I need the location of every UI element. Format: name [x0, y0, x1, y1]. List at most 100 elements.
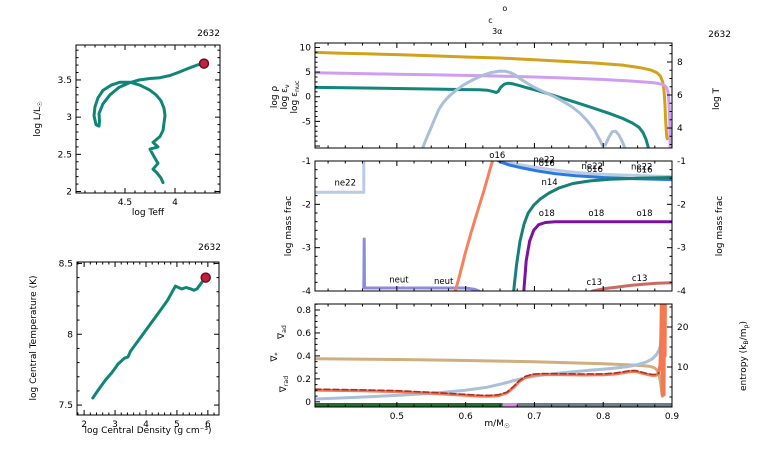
burn-zone-label: 3α [492, 27, 502, 36]
y-tick-label: -5 [302, 117, 311, 127]
isotope-label-o16: o16 [539, 159, 555, 169]
series-central-conditions-track [91, 276, 208, 400]
y-axis-label-part: ∇* [270, 352, 281, 362]
y-axis-label: log L/L☉ [33, 101, 44, 137]
y-axis-label: log mass frac [284, 196, 294, 256]
x-tick-label: 4.5 [118, 198, 132, 208]
y-tick-label: 0.8 [297, 306, 312, 316]
y-axis-label-right: log T [712, 87, 722, 110]
y-tick-label: 3 [66, 113, 72, 123]
profile-gradient-panel: 0.5 0.6 0.7 0.8 0.9 0 0.2 0.4 0.6 0.8 10 20 m/M☉ ∇ad ∇… [270, 303, 750, 430]
y-axis-label-part: log εnuc [290, 80, 301, 113]
series-grad-star [315, 369, 660, 397]
model-number-label: 2632 [198, 243, 221, 253]
y-tick-label: 8.5 [59, 259, 73, 269]
y-tick-label: -3 [302, 244, 311, 254]
model-number-label: 2632 [197, 29, 220, 39]
series-log-eps-nu [315, 81, 650, 148]
hr-diagram-panel: 4.5 4 2 2.5 3 3.5 log Teff log L/L☉ 2632 [33, 29, 221, 218]
zone-boundary-violet [502, 403, 518, 407]
x-tick-label: 5 [174, 420, 180, 430]
x-tick-label: 4 [143, 420, 149, 430]
y-tick-label-right: -3 [677, 244, 686, 254]
y-right-tick-label: 20 [677, 323, 689, 333]
profile-abundance-panel: -1 -1 -2 -2 -3 -3 -4 -4 log mass frac log mass fr… [284, 151, 725, 297]
y-tick-label-right: -2 [677, 200, 686, 210]
x-tick-label: 4 [172, 198, 178, 208]
isotope-label-o18: o18 [588, 209, 604, 219]
y-tick-label: 0 [305, 93, 311, 103]
y-tick-label: 0.6 [297, 329, 312, 339]
isotope-label-neut: neut [434, 277, 454, 287]
isotope-label-ne22: ne22 [335, 178, 356, 188]
y-right-tick-label: 4 [677, 124, 683, 134]
isotope-label-o18: o18 [539, 209, 555, 219]
x-tick-label: 6 [205, 420, 211, 430]
current-model-marker [198, 58, 210, 69]
model-number-label: 2632 [708, 30, 731, 40]
isotope-label-o18: o18 [636, 209, 652, 219]
y-tick-label: 10 [300, 43, 312, 53]
x-axis-label: log Central Density (g cm⁻³) [85, 426, 212, 436]
series-group [91, 276, 208, 400]
y-tick-label: 0.2 [297, 375, 311, 385]
isotope-label-ne22: ne22 [533, 156, 554, 166]
isotope-label-c13: c13 [587, 278, 603, 288]
x-axis-label: m/M☉ [484, 419, 510, 430]
y-tick-label: 3.5 [58, 76, 72, 86]
isotope-label-o16: o16 [636, 166, 652, 176]
burn-zone-label: c [488, 16, 492, 25]
series-entropy [315, 304, 667, 401]
y-tick-label: 2 [66, 188, 72, 198]
y-axis-label-part: ∇ad [277, 325, 288, 340]
x-tick-label: 3 [112, 420, 118, 430]
y-tick-label-right: -1 [677, 157, 686, 167]
isotope-label-o16: o16 [587, 165, 603, 175]
zone-burning-green [315, 403, 503, 407]
axis-box [314, 160, 673, 292]
y-axis-label-part: log εν [280, 84, 291, 109]
y-axis-label-right: entropy (kB/mp) [739, 321, 750, 391]
series-log-T [315, 50, 669, 141]
x-tick-label: 0.9 [665, 412, 680, 422]
y-right-tick-label: 10 [677, 363, 689, 373]
y-tick-label: 7.5 [59, 401, 73, 411]
series-log-rho [315, 71, 672, 148]
series-n14 [512, 176, 672, 291]
series-ne22 [315, 161, 672, 194]
zone-convective-slate [517, 403, 672, 407]
y-tick-label: -2 [302, 200, 311, 210]
isotope-label-neut: neut [389, 275, 409, 285]
x-tick-label: 0.6 [458, 412, 473, 422]
y-axis-label-right: log mass frac [715, 196, 725, 256]
isotope-label-o16: o16 [489, 151, 505, 161]
y-tick-label-right: -4 [677, 287, 686, 297]
x-axis-label: log Teff [132, 208, 165, 218]
y-axis-label-part: log ρ [270, 86, 280, 109]
y-axis-label-part: ∇rad [279, 376, 290, 393]
central-conditions-panel: 2 3 4 5 6 7.5 8 8.5 log Central Density (g cm⁻³)… [29, 243, 221, 436]
y-tick-label: 0.4 [297, 352, 312, 362]
y-tick-label: 5 [305, 68, 311, 78]
series-group [92, 62, 205, 185]
series-c12 [453, 161, 495, 291]
series-group [315, 304, 667, 401]
x-tick-label: 0.8 [596, 412, 611, 422]
axis-box [75, 44, 221, 194]
y-right-tick-label: 6 [677, 91, 683, 101]
isotope-label-ne22: ne22 [581, 162, 602, 172]
y-tick-label: -1 [302, 157, 311, 167]
y-tick-label: 8 [67, 330, 73, 340]
series-group [315, 161, 672, 291]
y-tick-label: 0 [305, 398, 311, 408]
series-group [315, 50, 672, 148]
y-axis-label: log Central Temperature (K) [29, 275, 39, 400]
y-right-tick-label: 8 [677, 58, 683, 68]
isotope-label-c13: c13 [632, 274, 648, 284]
x-tick-label: 0.5 [390, 412, 404, 422]
burn-zone-label: o [502, 4, 507, 13]
series-o18 [522, 220, 672, 291]
current-model-marker [200, 272, 211, 283]
